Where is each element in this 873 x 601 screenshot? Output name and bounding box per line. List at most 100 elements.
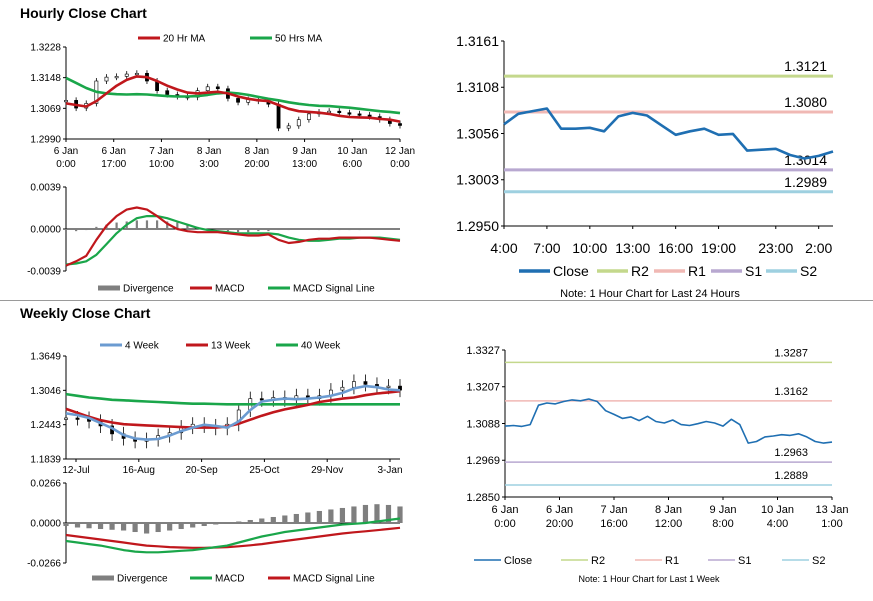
- hourly-candle-body: [205, 86, 210, 91]
- hourly-pivot-x-tick-label: 19:00: [701, 240, 736, 256]
- weekly-pivot-x-date: 10 Jan: [761, 504, 794, 516]
- weekly-macd-divergence-bar: [236, 521, 242, 523]
- weekly-candle-body: [64, 417, 68, 420]
- hourly-pivot-x-tick-label: 7:00: [533, 240, 560, 256]
- weekly-price-x-tick-label: 25-Oct: [249, 465, 279, 476]
- hourly-price-x-date: 10 Jan: [337, 146, 367, 157]
- weekly-macd-divergence-bar: [155, 523, 161, 533]
- weekly-macd-divergence-bar: [63, 523, 69, 527]
- hourly-price-x-date: 6 Jan: [54, 146, 78, 157]
- hourly-candle-body: [124, 73, 129, 77]
- hourly-candle-body: [398, 123, 402, 126]
- weekly-pivot-x-date: 9 Jan: [710, 504, 737, 516]
- hourly-pivot-x-tick-label: 2:00: [805, 240, 832, 256]
- weekly-pivot-y-tick-label: 1.3327: [466, 345, 500, 357]
- hourly-price-x-time: 10:00: [149, 159, 174, 170]
- section-divider: [0, 300, 873, 301]
- weekly-pivot-x-date: 6 Jan: [492, 504, 519, 516]
- weekly-macd-divergence-bar: [270, 516, 276, 523]
- weekly-macd-divergence-bar: [74, 523, 81, 528]
- weekly-price-x-tick-label: 20-Sep: [185, 465, 218, 476]
- weekly-macd-divergence-bar: [178, 523, 184, 530]
- weekly-pivot-x-date: 13 Jan: [815, 504, 848, 516]
- weekly-price-y-tick-label: 1.3649: [30, 352, 61, 363]
- hourly-candle-body: [114, 76, 119, 79]
- hourly-price-x-date: 12 Jan: [385, 146, 415, 157]
- weekly-pivot-x-time: 1:00: [821, 518, 842, 530]
- hourly-price-x-time: 0:00: [56, 159, 76, 170]
- weekly-pivot-x-time: 0:00: [494, 518, 515, 530]
- hourly-price-x-time: 13:00: [292, 159, 317, 170]
- hourly-candle-body: [337, 110, 342, 114]
- hourly-macd-legend-label: MACD: [215, 284, 244, 295]
- hourly-pivot-x-tick-label: 16:00: [658, 240, 693, 256]
- hourly-pivot-close-line: [503, 107, 834, 160]
- weekly-macd-divergence-bar: [86, 523, 92, 529]
- weekly-pivot-s2-label: 1.2889: [774, 470, 808, 482]
- hourly-pivot-r1-legend-label: R1: [688, 263, 706, 279]
- weekly-pivot-s1-label: 1.2963: [774, 447, 808, 459]
- hourly-price-x-time: 17:00: [101, 159, 126, 170]
- hourly-price-y-tick-label: 1.3228: [30, 43, 61, 54]
- weekly-price-y-tick-label: 1.1839: [30, 455, 61, 466]
- hourly-pivot-r1-label: 1.3080: [784, 94, 827, 110]
- weekly-macd-divergence-bar: [109, 523, 115, 530]
- weekly-pivot-x-date: 7 Jan: [601, 504, 628, 516]
- weekly-macd-divergence-bar: [224, 523, 230, 524]
- hourly-macd-y-tick-label: 0.0039: [30, 183, 61, 194]
- weekly-pivot-y-tick-label: 1.2969: [466, 455, 500, 467]
- weekly-pivot-close-line: [504, 398, 833, 444]
- hourly-candle-body: [215, 86, 220, 90]
- weekly-pivot-y-tick-label: 1.3207: [466, 382, 500, 394]
- weekly-macd-y-tick-label: -0.0266: [27, 559, 61, 570]
- weekly-pivot-x-time: 4:00: [767, 518, 788, 530]
- hourly-price-y-tick-label: 1.2990: [30, 135, 61, 146]
- hourly-price-x-date: 8 Jan: [245, 146, 269, 157]
- weekly-macd-divergence-bar: [132, 523, 138, 533]
- hourly-price-x-date: 9 Jan: [292, 146, 316, 157]
- weekly-divergence-legend-label: Divergence: [117, 574, 168, 585]
- weekly-macd-divergence-bar: [120, 523, 127, 531]
- weekly-macd-divergence-bar: [259, 518, 265, 523]
- hourly-price-y-tick-label: 1.3148: [30, 73, 61, 84]
- hourly-pivot-close-legend-label: Close: [553, 263, 589, 279]
- hourly-candle-body: [307, 113, 311, 120]
- weekly-macd-divergence-bar: [213, 523, 219, 525]
- hourly-pivot-y-tick-label: 1.3056: [456, 125, 499, 141]
- weekly-candle-body: [363, 381, 368, 385]
- hourly-macd-line: [65, 206, 401, 267]
- hourly-candle-body: [104, 76, 109, 82]
- weekly-macd-signal-legend-label: MACD Signal Line: [293, 574, 375, 585]
- hourly-pivot-x-tick-label: 10:00: [572, 240, 607, 256]
- weekly-macd-divergence-bar: [305, 512, 311, 523]
- weekly-macd-divergence-bar: [282, 515, 288, 523]
- hourly-candle-body: [296, 119, 301, 127]
- weekly-macd-legend-label: MACD: [215, 574, 244, 585]
- hourly-candle-body: [347, 112, 352, 115]
- hourly-price-x-date: 6 Jan: [101, 146, 125, 157]
- weekly-pivot-s2-legend-label: S2: [812, 555, 825, 567]
- hourly-candle-body: [165, 90, 170, 95]
- weekly-macd-divergence-bar: [293, 513, 299, 523]
- weekly-macd-divergence-bar: [316, 510, 322, 523]
- weekly-price-y-tick-label: 1.2443: [30, 420, 61, 431]
- weekly-price-x-tick-label: 29-Nov: [311, 465, 343, 476]
- hourly-divergence-legend-label: Divergence: [123, 284, 174, 295]
- weekly-pivot-x-date: 6 Jan: [546, 504, 573, 516]
- hourly-macd-signal-legend-label: MACD Signal Line: [293, 284, 375, 295]
- weekly-macd-divergence-bar: [144, 523, 150, 534]
- hourly-price-x-time: 3:00: [199, 159, 219, 170]
- hourly-price-y-tick-label: 1.3069: [30, 104, 61, 115]
- weekly-pivot-note: Note: 1 Hour Chart for Last 1 Week: [579, 574, 720, 584]
- weekly-pivot-y-tick-label: 1.3088: [466, 418, 500, 430]
- hourly-pivot-r2-legend-label: R2: [631, 263, 649, 279]
- hourly-candle-body: [327, 110, 332, 113]
- hourly-candle-body: [276, 103, 281, 129]
- weekly-macd-divergence-bar: [167, 523, 173, 531]
- weekly-pivot-close-legend-label: Close: [504, 555, 532, 567]
- hourly-20hr-ma-line: [65, 75, 401, 123]
- hourly-50hr-ma-legend-label: 50 Hrs MA: [275, 34, 323, 45]
- hourly-price-x-time: 0:00: [390, 159, 410, 170]
- hourly-20hr-ma-legend-label: 20 Hr MA: [163, 34, 206, 45]
